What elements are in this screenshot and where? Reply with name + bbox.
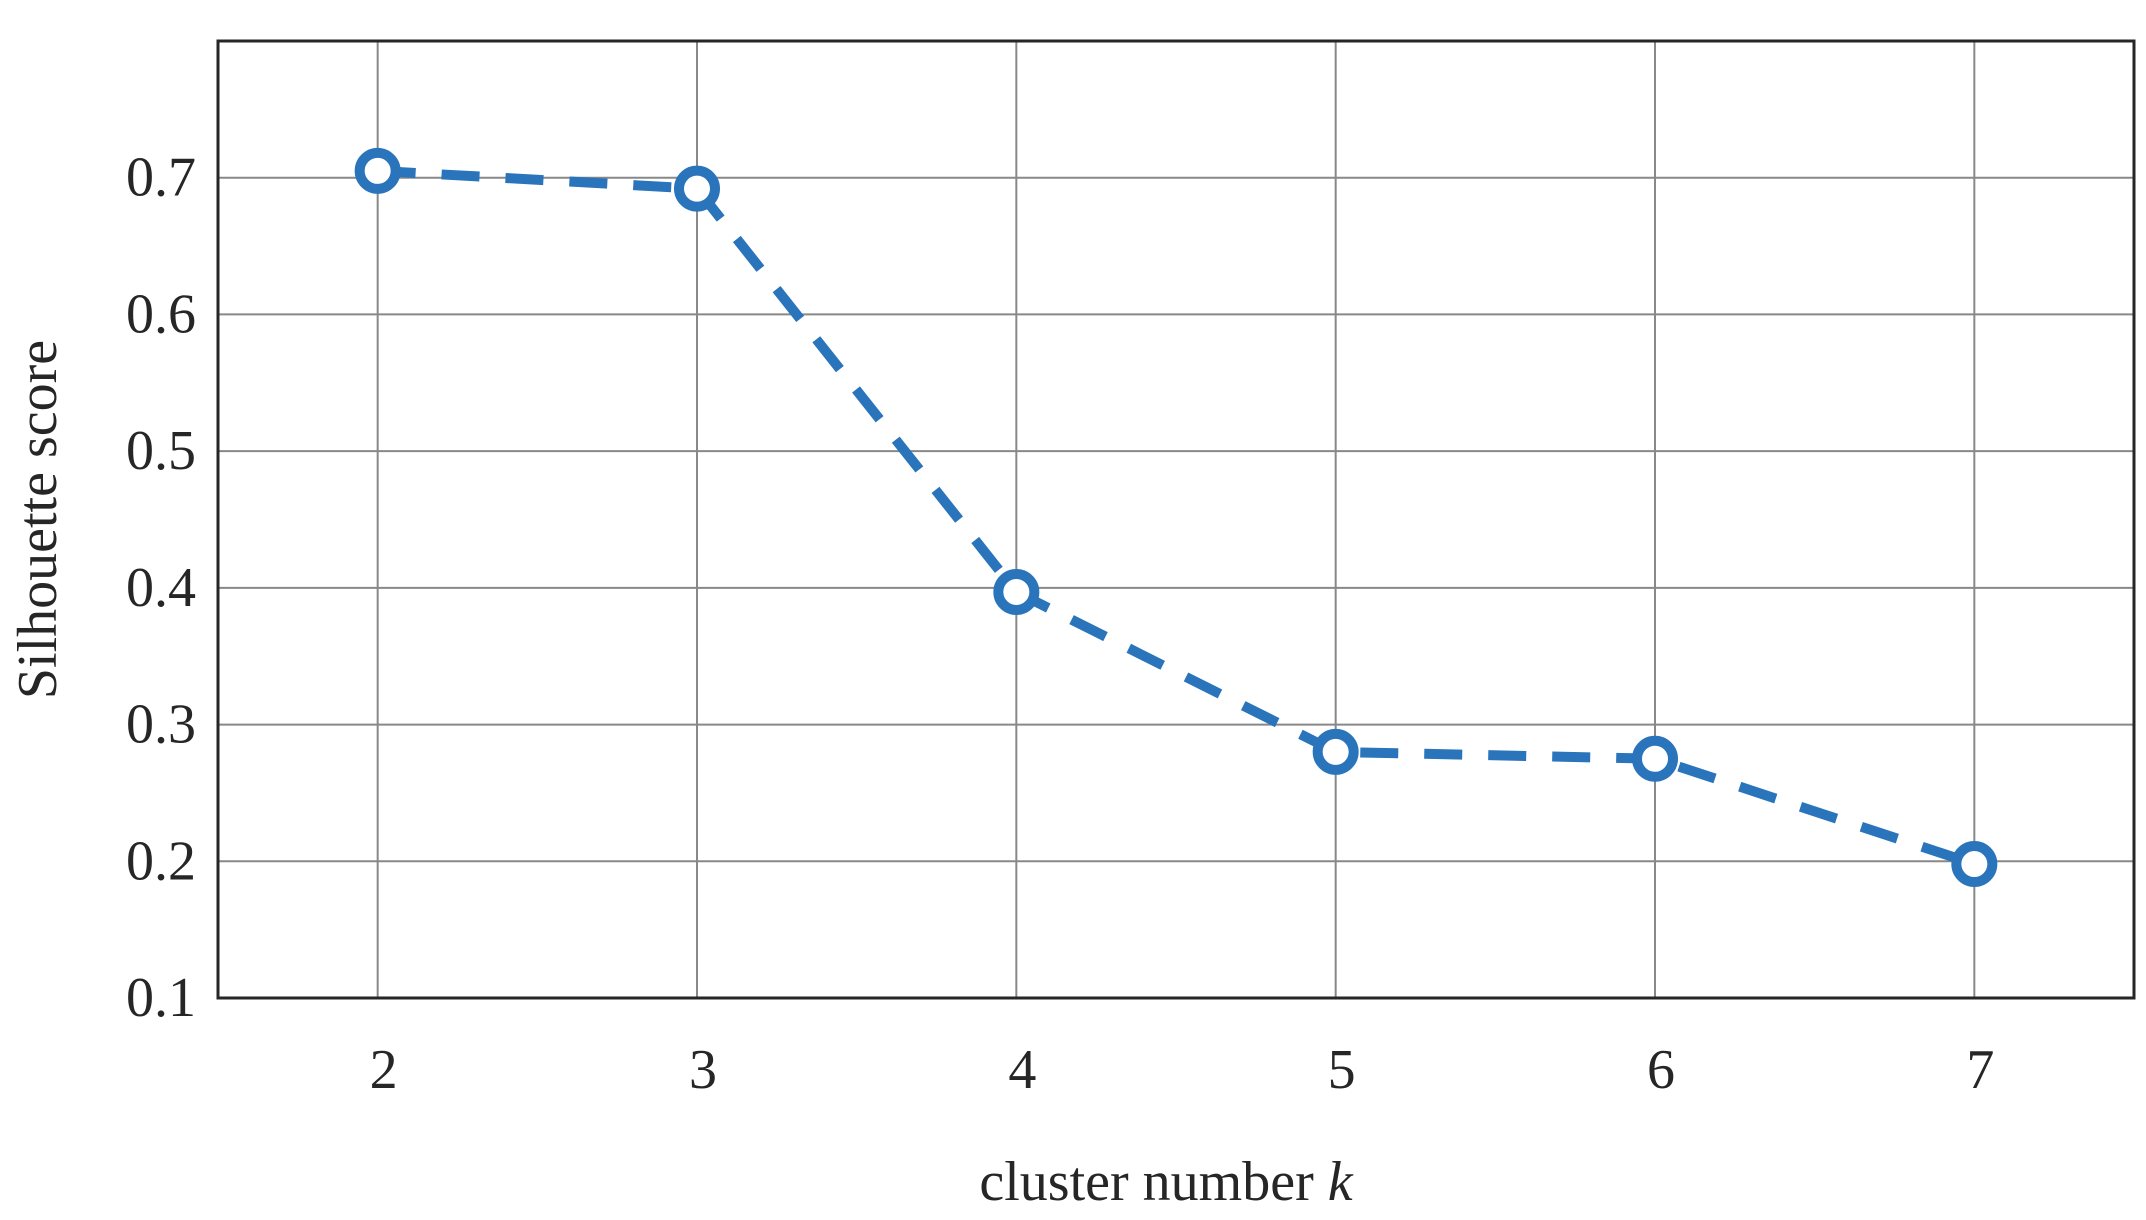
y-axis-label: Silhouette score [7, 340, 69, 699]
y-tick-label: 0.6 [126, 283, 196, 345]
data-point-k6 [1632, 735, 1678, 782]
x-axis-label: cluster number k [979, 1151, 1353, 1213]
y-tick-label: 0.1 [126, 967, 196, 1029]
series-line [377, 165, 1976, 869]
x-tick-labels: 2 3 4 5 6 7 [370, 1039, 1995, 1101]
data-point-k4 [993, 568, 1040, 615]
x-tick-label: 2 [370, 1039, 398, 1101]
data-point-k7 [1951, 841, 1998, 888]
x-tick-label: 7 [1966, 1039, 1994, 1101]
grid-lines [218, 41, 2134, 999]
y-tick-label: 0.4 [126, 557, 196, 619]
y-tick-label: 0.5 [126, 420, 196, 482]
x-tick-label: 4 [1008, 1039, 1036, 1101]
data-point-k5 [1312, 728, 1359, 775]
x-tick-label: 3 [689, 1039, 717, 1101]
series-layer [354, 147, 1998, 888]
x-tick-label: 5 [1328, 1039, 1356, 1101]
data-point-k3 [674, 165, 720, 212]
data-point-k2 [354, 147, 401, 194]
plot-area-frame [216, 39, 2136, 1000]
x-axis-label-variable: k [1328, 1151, 1354, 1213]
y-tick-label: 0.3 [126, 694, 196, 756]
y-tick-label: 0.2 [126, 830, 196, 892]
y-tick-labels: 0.1 0.2 0.3 0.4 0.5 0.6 0.7 [126, 147, 196, 1029]
y-tick-label: 0.7 [126, 147, 196, 209]
x-tick-label: 6 [1647, 1039, 1675, 1101]
x-axis-label-main: cluster number [979, 1151, 1327, 1213]
